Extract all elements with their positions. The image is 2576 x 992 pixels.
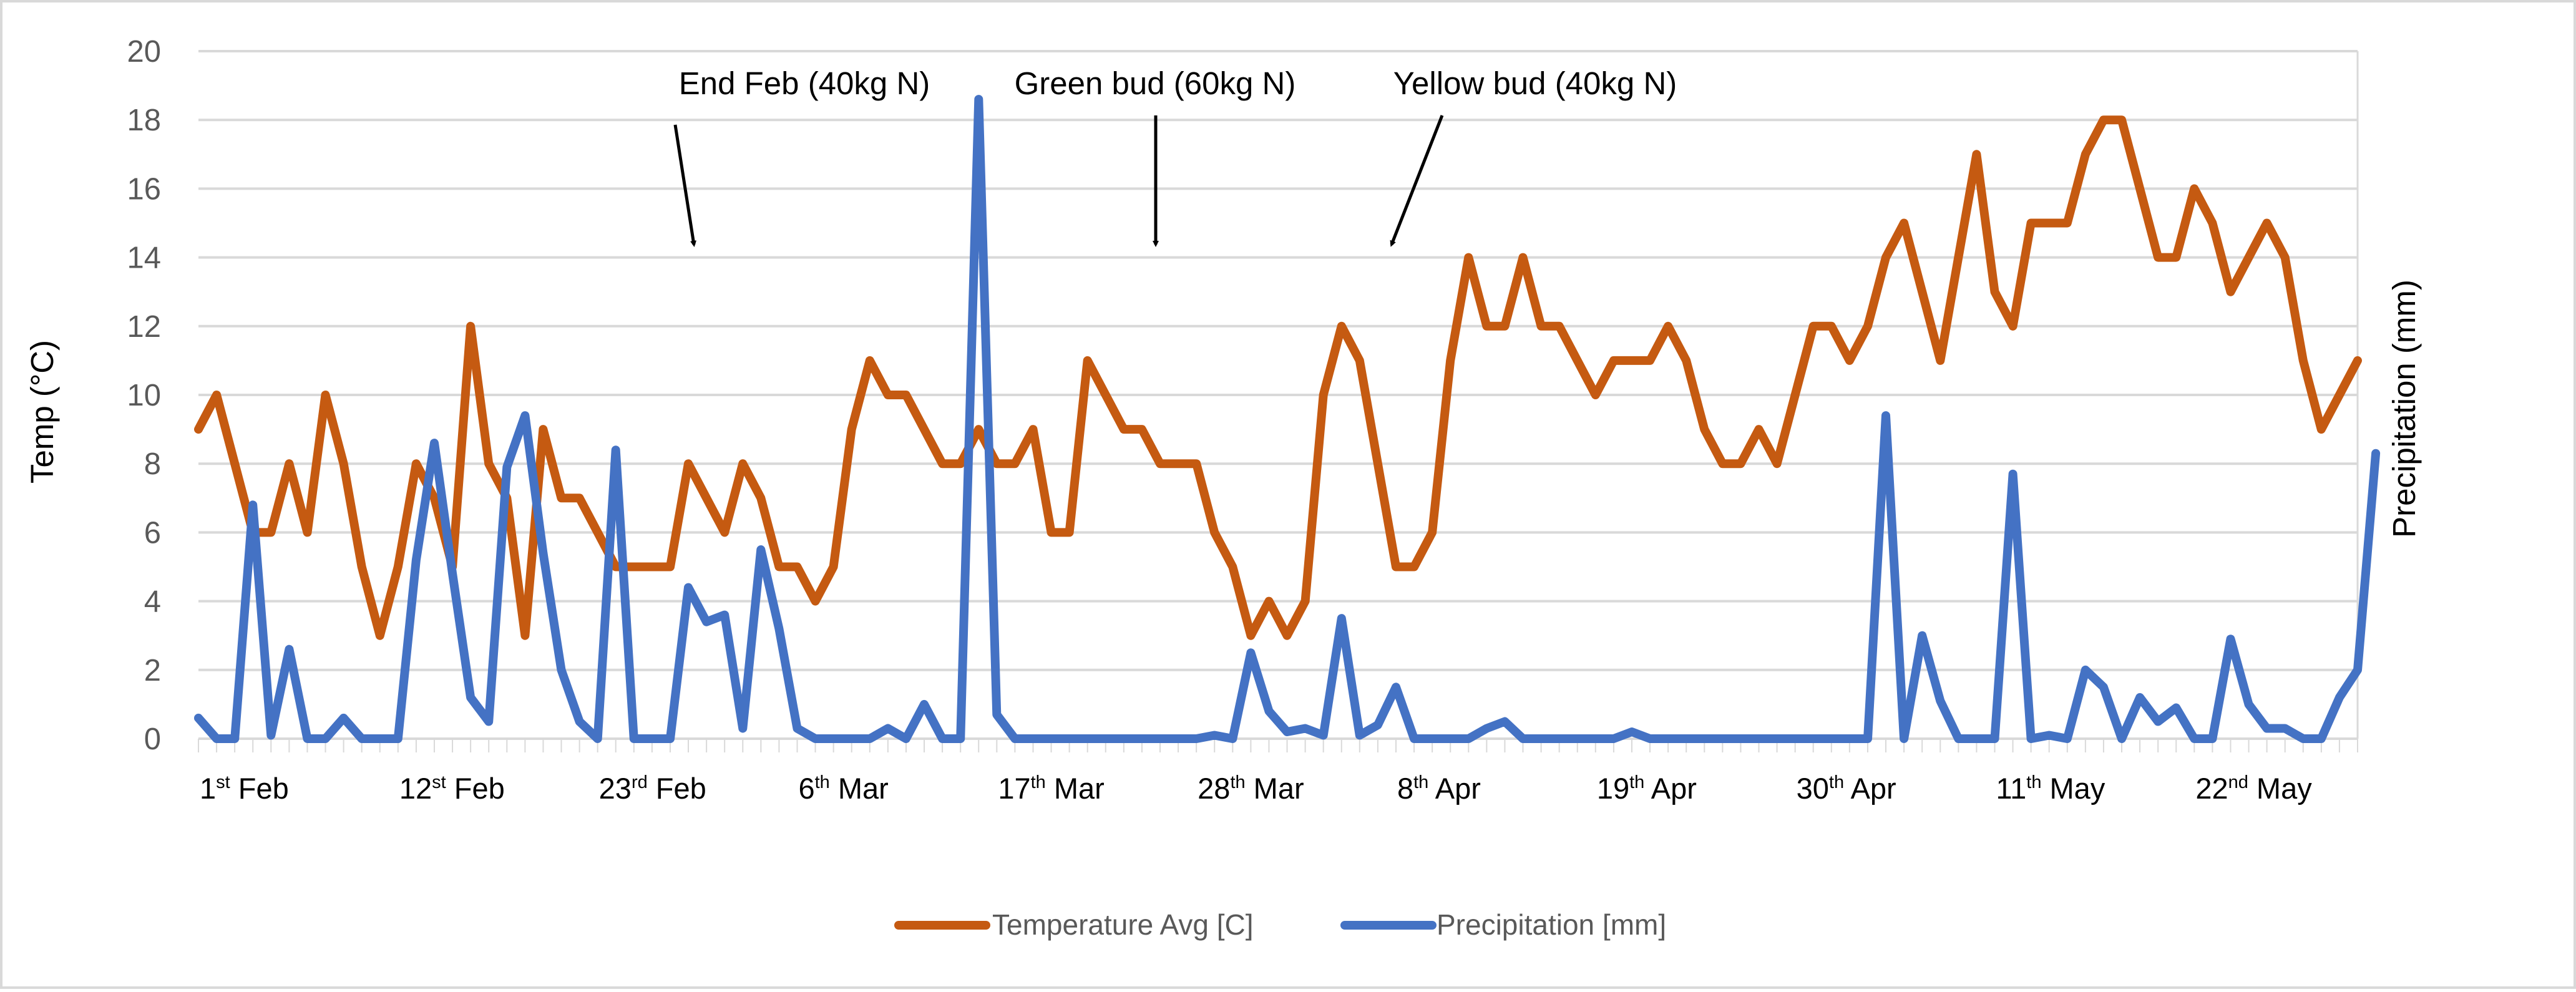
x-tick-label: 11th May xyxy=(1996,772,2105,805)
y-tick-label: 14 xyxy=(127,241,161,275)
x-tick-label: 30th Apr xyxy=(1797,772,1896,805)
y-axis-title: Temp (°C) xyxy=(24,340,60,484)
x-tick-label: 6th Mar xyxy=(798,772,888,805)
x-axis: 1st Feb 12st Feb 23rd Feb 6th Mar 17th Mar 28… xyxy=(198,739,2358,805)
x-tick-label: 23rd Feb xyxy=(599,772,706,805)
x-tick-label: 22nd May xyxy=(2195,772,2312,805)
x-tick-label: 12st Feb xyxy=(399,772,505,805)
x-tick-label: 17th Mar xyxy=(998,772,1104,805)
y-tick-label: 2 xyxy=(144,654,161,688)
annotations: End Feb (40kg N) Green bud (60kg N) Yellow… xyxy=(673,66,1677,247)
y-tick-label: 12 xyxy=(127,310,161,344)
series-lines xyxy=(194,95,2381,743)
x-tick-label: 8th Apr xyxy=(1397,772,1481,805)
annotation-label: End Feb (40kg N) xyxy=(679,66,930,101)
secondary-y-axis-title: Precipitation (mm) xyxy=(2386,280,2422,538)
y-tick-label: 16 xyxy=(127,172,161,206)
y-tick-label: 18 xyxy=(127,104,161,137)
y-tick-label: 10 xyxy=(127,379,161,412)
annotation-label: Green bud (60kg N) xyxy=(1015,66,1296,101)
annotation-arrow xyxy=(673,124,697,247)
legend: Temperature Avg [C] Precipitation [mm] xyxy=(894,908,1666,941)
legend-label-temperature: Temperature Avg [C] xyxy=(992,908,1253,941)
x-tick-label: 1st Feb xyxy=(200,772,289,805)
x-tick-label: 19th Apr xyxy=(1597,772,1697,805)
y-tick-label: 6 xyxy=(144,516,161,550)
y-tick-label: 0 xyxy=(144,722,161,756)
legend-label-precipitation: Precipitation [mm] xyxy=(1437,908,1666,941)
annotation-arrow xyxy=(1390,115,1444,247)
temperature-avg-line xyxy=(194,115,2362,640)
x-tick-label: 28th Mar xyxy=(1198,772,1304,805)
annotation-label: Yellow bud (40kg N) xyxy=(1393,66,1677,101)
y-tick-label: 4 xyxy=(144,585,161,619)
precipitation-line xyxy=(194,95,2381,743)
y-tick-label: 20 xyxy=(127,35,161,69)
y-tick-label: 8 xyxy=(144,447,161,481)
